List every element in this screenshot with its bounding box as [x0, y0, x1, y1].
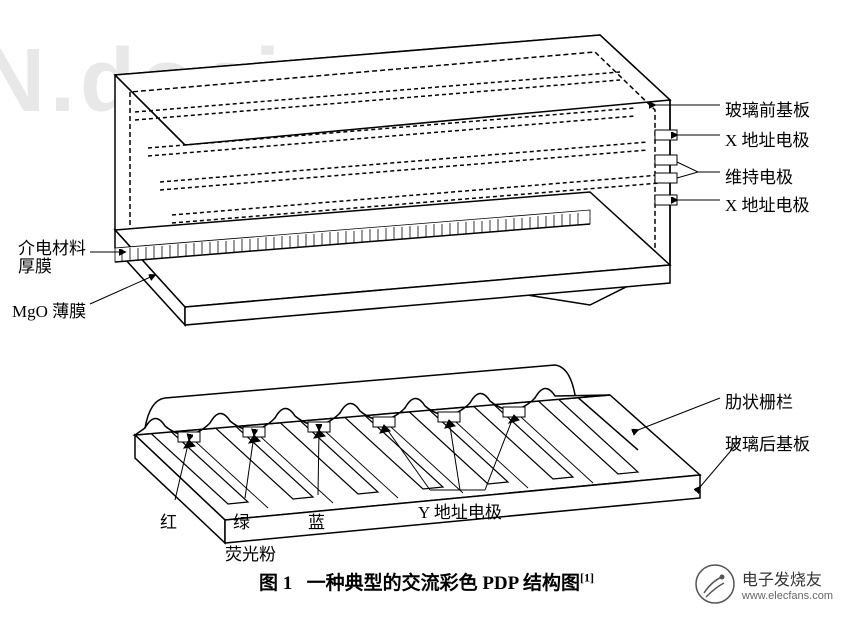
label-sustain-electrode: 维持电极	[725, 163, 793, 188]
label-mgo-film: MgO 薄膜	[12, 297, 86, 322]
caption-prefix: 图 1	[259, 573, 292, 594]
label-back-glass: 玻璃后基板	[725, 430, 810, 455]
caption-text: 一种典型的交流彩色 PDP 结构图	[307, 573, 580, 594]
elecfans-logo: 电子发烧友 www.elecfans.com	[694, 563, 833, 605]
label-rib-barrier: 肋状栅栏	[725, 388, 793, 413]
label-dielectric-line2: 厚膜	[18, 252, 52, 277]
label-green: 绿	[233, 508, 250, 533]
pdp-structure-diagram	[0, 0, 853, 625]
label-x-electrode-lower: X 地址电极	[725, 191, 810, 216]
label-y-electrode: Y 地址电极	[418, 498, 502, 523]
logo-text-cn: 电子发烧友	[742, 566, 833, 590]
label-phosphor: 荧光粉	[225, 540, 276, 565]
logo-text-en: www.elecfans.com	[742, 590, 833, 602]
label-red: 红	[160, 508, 177, 533]
label-blue: 蓝	[308, 508, 325, 533]
caption-citation: [1]	[580, 571, 594, 585]
elecfans-icon	[694, 563, 736, 605]
label-front-glass: 玻璃前基板	[725, 96, 810, 121]
label-x-electrode-upper: X 地址电极	[725, 126, 810, 151]
